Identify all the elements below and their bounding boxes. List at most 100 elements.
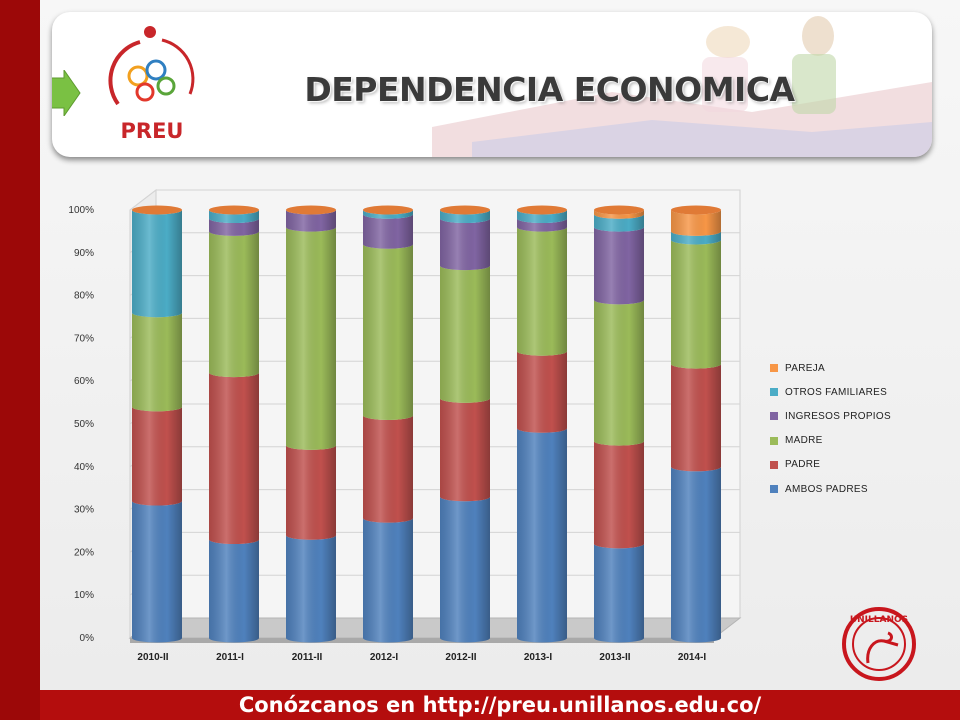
bar-segment-shade [671,239,721,369]
left-band [0,0,40,720]
y-tick-label: 50% [74,419,94,430]
legend-label: PADRE [785,459,821,471]
bar-top-cap [671,205,721,215]
bar-top-cap [286,205,336,215]
legend-label: OTROS FAMILIARES [785,386,888,398]
footer-url-text: Conózcanos en http://preu.unillanos.edu.… [238,693,762,717]
bar-segment-shade [440,218,490,271]
chart-bars [132,205,721,643]
arrow-icon [52,70,81,116]
bar-top-cap [132,205,182,215]
bar-segment-shade [517,218,567,232]
legend-swatch [770,460,778,469]
y-tick-label: 80% [74,291,94,302]
bar-segment-shade [209,210,259,224]
bar-segment-shade [594,210,644,219]
x-tick-label: 2011-II [292,652,323,663]
bar-top-cap [517,205,567,215]
bar-segment-shade [671,364,721,472]
footer-bar: Conózcanos en http://preu.unillanos.edu.… [40,690,960,720]
gridline-depth [129,189,157,211]
x-tick-label: 2013-I [524,652,553,663]
bar-segment-shade [209,231,259,378]
y-tick-label: 0% [80,633,95,644]
bar-segment-shade [209,218,259,236]
chart-legend: PAREJA OTROS FAMILIARES INGRESOS PROPIOS MA… [770,356,891,501]
bar-segment-shade [363,210,413,219]
legend-item: PAREJA [770,356,891,380]
legend-label: MADRE [785,435,823,447]
bar-segment-shade [132,501,182,643]
bar-segment-shade [440,265,490,403]
bar-segment-shade [286,210,336,232]
bar-segment-shade [440,398,490,502]
y-tick-label: 60% [74,376,94,387]
bar-segment-shade [132,312,182,412]
chart-floor-edge [130,638,714,643]
slide-title: DEPENDENCIA ECONOMICA [304,70,795,109]
stacked-bar-chart: 0% 10% 20% 30% 40% 50% 60% 70% 80% 90% 100% 2010-I… [68,188,742,663]
bar-segment-shade [594,543,644,643]
y-tick-label: 40% [74,462,94,473]
legend-item: PADRE [770,453,891,477]
preu-logo-text: PREU [121,119,184,143]
bar-segment-shade [671,210,721,236]
x-tick-label: 2013-II [599,652,630,663]
legend-item: INGRESOS PROPIOS [770,404,891,428]
legend-swatch [770,364,778,373]
bar-top-cap [209,205,259,215]
bar-segment-shade [363,518,413,643]
legend-label: INGRESOS PROPIOS [785,410,891,422]
x-tick-label: 2014-I [678,652,707,663]
bar-segment-shade [517,210,567,224]
bar-top-cap [594,205,644,215]
unillanos-seal-icon: UNILLANOS [842,607,916,681]
bar-segment-shade [286,445,336,540]
legend-swatch [770,412,778,421]
legend-swatch [770,485,778,494]
preu-logo-icon: PREU [108,26,195,143]
x-tick-label: 2012-II [445,652,476,663]
y-axis-ticks: 0% 10% 20% 30% 40% 50% 60% 70% 80% 90% 100% [68,205,94,644]
legend-label: PAREJA [785,362,825,374]
bar-segment-shade [286,535,336,643]
unillanos-seal-text: UNILLANOS [850,615,908,625]
x-tick-label: 2010-II [137,652,168,663]
bar-segment-shade [594,299,644,446]
legend-item: OTROS FAMILIARES [770,380,891,404]
bar-segment-shade [440,496,490,643]
bar-segment-shade [517,428,567,643]
y-tick-label: 100% [68,205,94,216]
bar-segment-shade [132,406,182,506]
bar-segment-shade [517,351,567,433]
bar-segment-shade [671,466,721,643]
x-tick-label: 2012-I [370,652,399,663]
bar-segment-shade [286,227,336,450]
bar-segment-shade [209,539,259,643]
bar-segment-shade [594,441,644,549]
legend-item: AMBOS PADRES [770,477,891,501]
x-axis-ticks: 2010-II 2011-I 2011-II 2012-I 2012-II 2013-I 2… [137,652,706,663]
bar-top-cap [440,205,490,215]
bar-segment-shade [594,227,644,305]
bar-segment-shade [209,372,259,545]
legend-item: MADRE [770,429,891,453]
y-tick-label: 10% [74,590,94,601]
x-tick-label: 2011-I [216,652,244,663]
bar-top-cap [363,205,413,215]
bar-segment-shade [363,244,413,420]
bar-segment-shade [132,210,182,318]
y-tick-label: 20% [74,547,94,558]
bar-segment-shade [363,415,413,523]
legend-swatch [770,436,778,445]
bar-segment-shade [594,214,644,232]
legend-swatch [770,388,778,397]
bar-segment-shade [517,227,567,356]
bar-segment-shade [671,231,721,245]
banner-decoration [432,16,932,157]
title-banner: DEPENDENCIA ECONOMICA [52,12,932,157]
legend-label: AMBOS PADRES [785,483,868,495]
bar-segment-shade [363,214,413,249]
y-tick-label: 90% [74,248,94,259]
y-tick-label: 30% [74,505,94,516]
